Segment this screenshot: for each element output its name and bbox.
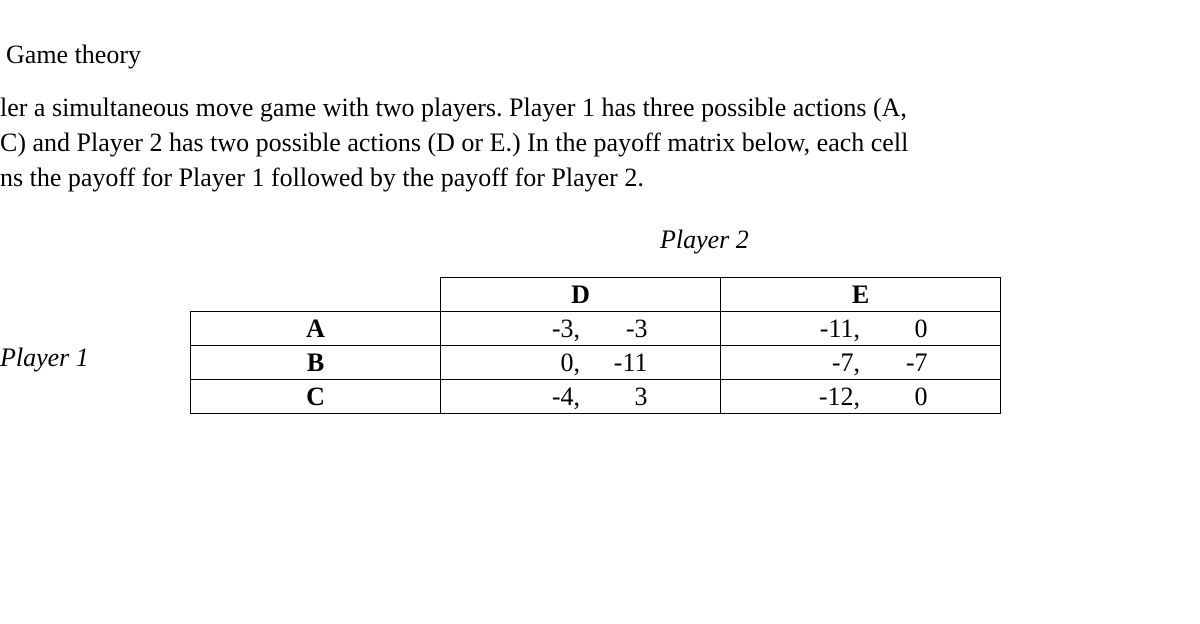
payoff-p2: 0 xyxy=(868,382,928,412)
comma: , xyxy=(854,348,868,378)
cell-C-D: -4,3 xyxy=(441,380,721,414)
paragraph-line-2: C) and Player 2 has two possible actions… xyxy=(0,128,908,157)
payoff-matrix-region: Player 2 Player 1 D E A -3,-3 -11,0 B 0 xyxy=(0,225,1200,445)
comma: , xyxy=(574,348,588,378)
payoff-p1: -4 xyxy=(514,382,574,412)
paragraph-line-1: ler a simultaneous move game with two pl… xyxy=(0,93,907,122)
cell-A-E: -11,0 xyxy=(721,312,1001,346)
payoff-p2: 0 xyxy=(868,314,928,344)
cell-B-E: -7,-7 xyxy=(721,346,1001,380)
comma: , xyxy=(854,382,868,412)
payoff-p1: -12 xyxy=(794,382,854,412)
payoff-p2: -11 xyxy=(588,348,648,378)
section-heading: Game theory xyxy=(6,40,1200,70)
table-row: B 0,-11 -7,-7 xyxy=(191,346,1001,380)
comma: , xyxy=(574,382,588,412)
payoff-p1: -11 xyxy=(794,314,854,344)
col-header-D: D xyxy=(441,278,721,312)
payoff-p1: -3 xyxy=(514,314,574,344)
table-row: C -4,3 -12,0 xyxy=(191,380,1001,414)
table-header-row: D E xyxy=(191,278,1001,312)
payoff-p1: 0 xyxy=(514,348,574,378)
problem-paragraph: ler a simultaneous move game with two pl… xyxy=(0,90,1160,195)
row-header-B: B xyxy=(191,346,441,380)
payoff-table: D E A -3,-3 -11,0 B 0,-11 -7,-7 xyxy=(190,277,1001,414)
table-corner-empty xyxy=(191,278,441,312)
row-header-A: A xyxy=(191,312,441,346)
page: Game theory ler a simultaneous move game… xyxy=(0,0,1200,624)
row-header-C: C xyxy=(191,380,441,414)
player2-label: Player 2 xyxy=(660,225,749,255)
comma: , xyxy=(574,314,588,344)
table-row: A -3,-3 -11,0 xyxy=(191,312,1001,346)
col-header-E: E xyxy=(721,278,1001,312)
cell-B-D: 0,-11 xyxy=(441,346,721,380)
payoff-p2: -7 xyxy=(868,348,928,378)
cell-A-D: -3,-3 xyxy=(441,312,721,346)
player1-label: Player 1 xyxy=(0,343,89,373)
paragraph-line-3: ns the payoff for Player 1 followed by t… xyxy=(0,163,644,192)
payoff-p2: -3 xyxy=(588,314,648,344)
payoff-p1: -7 xyxy=(794,348,854,378)
payoff-p2: 3 xyxy=(588,382,648,412)
comma: , xyxy=(854,314,868,344)
cell-C-E: -12,0 xyxy=(721,380,1001,414)
